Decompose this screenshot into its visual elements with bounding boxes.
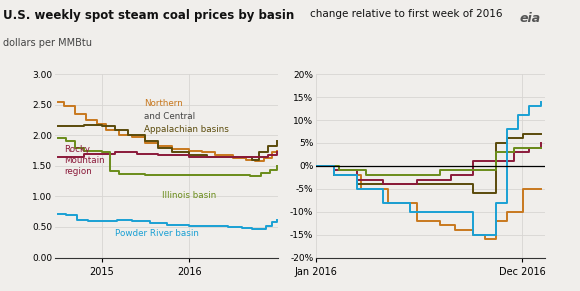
Text: Rocky
Mountain
region: Rocky Mountain region <box>64 145 104 176</box>
Text: U.S. weekly spot steam coal prices by basin: U.S. weekly spot steam coal prices by ba… <box>3 9 294 22</box>
Text: change relative to first week of 2016: change relative to first week of 2016 <box>310 9 503 19</box>
Text: dollars per MMBtu: dollars per MMBtu <box>3 38 92 48</box>
Text: Northern: Northern <box>144 99 183 108</box>
Text: Powder River basin: Powder River basin <box>115 229 200 238</box>
Text: and Central: and Central <box>144 112 195 121</box>
Text: Illinois basin: Illinois basin <box>162 191 216 200</box>
Text: Appalachian basins: Appalachian basins <box>144 125 229 134</box>
Text: eia: eia <box>519 12 540 25</box>
